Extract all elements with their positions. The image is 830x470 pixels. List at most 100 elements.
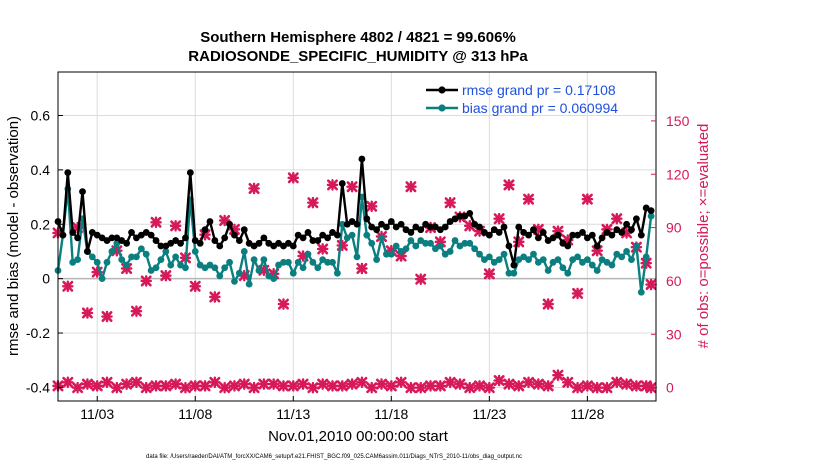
obs-baseline-marker [424,380,437,392]
rmse-point [510,261,518,269]
rmse-point [500,223,508,231]
obs-evaluated-marker [483,268,496,280]
obs-baseline-marker [218,381,231,394]
rmse-point [387,218,395,225]
rmse-point [123,239,131,247]
bias-point [142,250,150,258]
bias-point [123,261,131,269]
rmse-point [299,234,307,242]
rmse-point [554,231,562,239]
y-left-tick-label: 0.6 [31,108,51,124]
obs-baseline-marker [336,380,349,392]
y-left-tick-label: 0.4 [31,162,51,178]
bias-point [505,269,513,277]
obs-evaluated-marker [610,212,623,225]
bias-point [270,275,278,283]
rmse-point [221,234,229,242]
rmse-point [373,226,381,234]
rmse-point [59,231,67,239]
obs-baseline-marker [248,381,260,394]
rmse-point [182,234,189,242]
rmse-point [417,226,425,234]
obs-baseline-marker [287,380,300,392]
bias-point [324,258,331,266]
rmse-point [64,169,72,177]
obs-evaluated-marker [346,180,358,193]
bias-point [108,248,116,255]
bias-point [240,248,248,255]
obs-baseline-marker [601,381,613,394]
legend-bias-label: bias grand pr = 0.060994 [462,100,618,116]
obs-evaluated-marker [160,269,172,282]
y-left-tick-label: -0.2 [26,325,50,341]
x-tick-label: 11/03 [80,406,114,422]
rmse-point [216,242,224,250]
obs-baseline-marker [267,378,280,390]
bias-point [333,269,341,277]
obs-baseline-marker [277,380,290,392]
bias-point [211,264,219,272]
rmse-point [314,237,322,244]
obs-baseline-marker [503,378,515,390]
bias-point [632,242,640,250]
bias-point [436,242,444,250]
rmse-point [152,237,160,244]
obs-baseline-marker [91,380,104,392]
obs-evaluated-marker [405,180,417,193]
obs-baseline-marker [365,381,378,394]
bias-point [216,272,224,280]
rmse-point [255,239,263,247]
obs-baseline-marker [150,380,162,392]
obs-baseline-marker [258,378,270,390]
obs-baseline-marker [542,380,554,392]
obs-evaluated-marker [277,298,290,310]
rmse-point [427,223,434,231]
rmse-series [54,155,655,269]
bias-point [574,253,581,261]
bias-point [387,250,395,258]
obs-baseline-marker [169,378,182,390]
obs-baseline-marker [591,381,603,394]
obs-baseline-marker [561,376,574,389]
rmse-point [358,155,366,163]
bias-point [314,264,322,272]
obs-baseline-marker [630,380,643,392]
rmse-point [593,242,601,250]
rmse-point [338,180,346,187]
obs-baseline-marker [160,380,172,392]
bias-point [191,248,199,255]
bias-point [172,253,180,261]
obs-baseline-marker [571,381,584,394]
obs-evaluated-marker [140,275,153,287]
obs-evaluated-marker [571,287,584,300]
rmse-point [363,215,371,223]
bias-point [280,258,287,266]
obs-baseline-marker [610,376,623,389]
rmse-point [456,212,464,220]
obs-baseline-marker [444,376,456,389]
obs-baseline-marker [473,380,486,392]
bias-point [471,245,479,253]
y-axis-right-label: # of obs: o=possible; ×=evaluated [695,124,712,349]
rmse-point [515,223,523,231]
obs-evaluated-marker [209,291,221,303]
rmse-point [79,188,86,196]
legend-rmse-label: rmse grand pr = 0.17108 [462,82,616,98]
rmse-point [353,220,361,228]
x-tick-label: 11/18 [374,406,408,422]
bias-point [500,250,508,258]
rmse-point [407,229,415,236]
bias-point [407,237,415,244]
obs-baseline-marker [346,378,358,390]
bias-point [231,277,238,285]
obs-evaluated-marker [307,196,319,209]
bias-point [510,269,518,277]
bias-point [152,264,160,272]
obs-baseline-marker [405,381,417,394]
rmse-point [534,234,542,242]
y-right-tick-label: 90 [666,220,682,236]
rmse-point [211,237,219,244]
bias-point [559,264,567,272]
obs-baseline-marker [140,381,153,394]
bias-point [525,256,532,264]
